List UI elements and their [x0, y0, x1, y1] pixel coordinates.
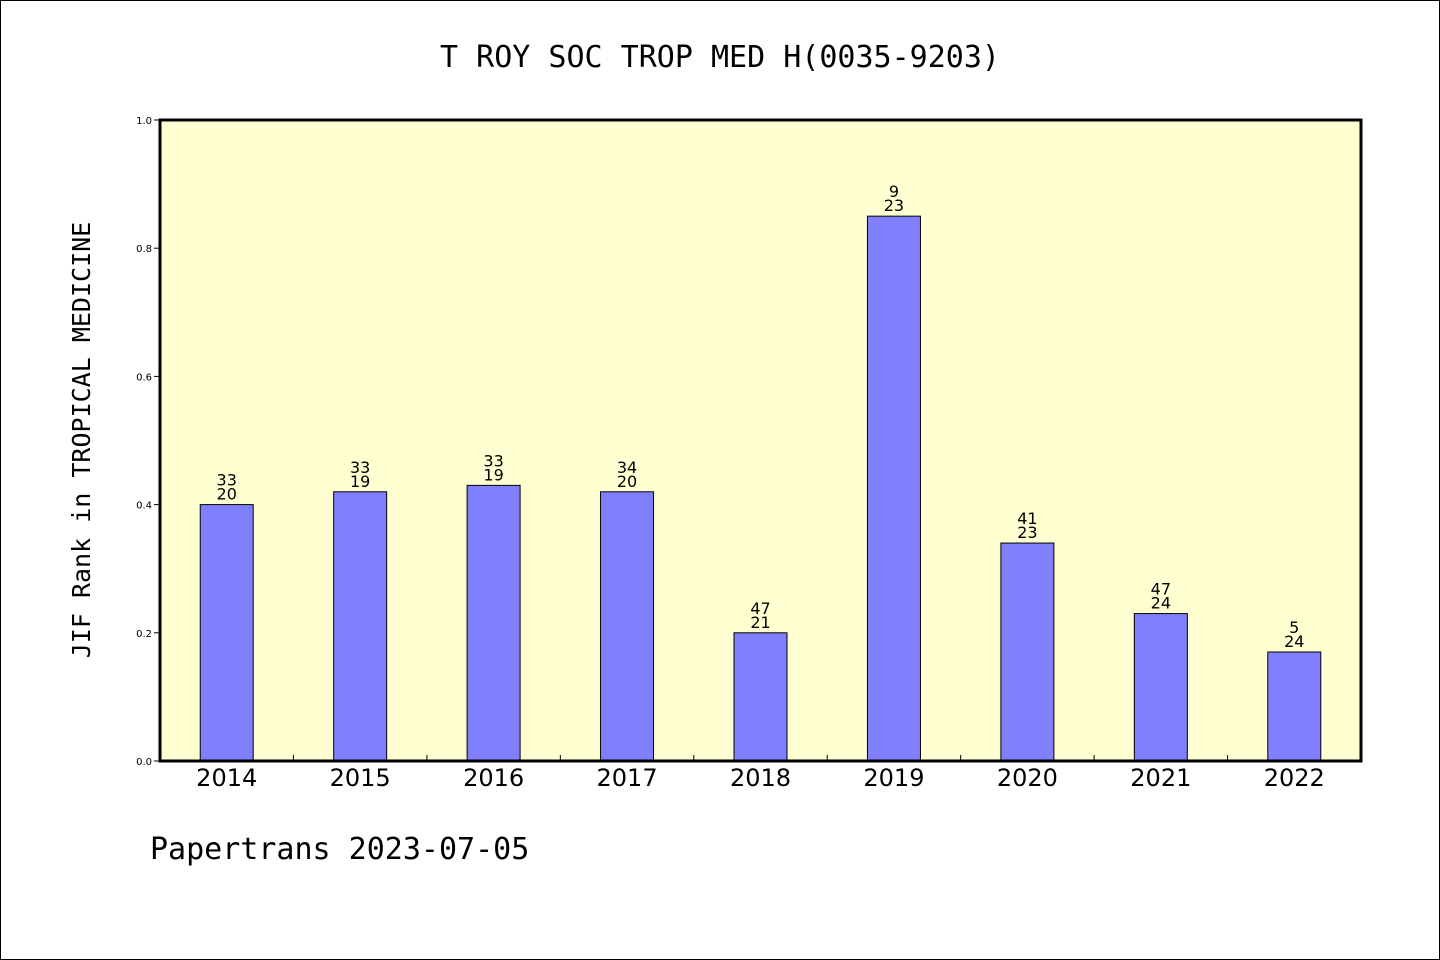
bar	[733, 632, 788, 762]
bar-label-bottom: 24	[1284, 632, 1304, 651]
bar-label-bottom: 24	[1151, 594, 1171, 613]
bar-label-top: 33	[217, 471, 237, 490]
bar	[1133, 613, 1188, 762]
y-axis-ticks: 0.0 0.2 0.4 0.6 0.8 1.0	[136, 116, 160, 768]
plot-border	[158, 118, 1363, 763]
bar-label-top: 5	[1289, 618, 1299, 637]
bar-label-top: 33	[483, 451, 503, 470]
bar	[1267, 651, 1322, 762]
x-tick-label: 2016	[463, 764, 524, 792]
y-tick-label: 0.2	[136, 629, 152, 640]
x-tick-label: 2018	[730, 764, 791, 792]
chart-title: T ROY SOC TROP MED H(0035-9203)	[440, 40, 1000, 75]
footer-text: Papertrans 2023-07-05	[150, 832, 530, 867]
y-tick-label: 0.0	[136, 757, 152, 768]
bar-label-bottom: 20	[217, 485, 237, 504]
x-tick-label: 2019	[863, 764, 924, 792]
bar-label-bottom: 23	[1017, 523, 1037, 542]
bar	[333, 491, 388, 762]
bar-label-bottom: 23	[884, 196, 904, 215]
x-tick-label: 2021	[1130, 764, 1191, 792]
bar	[600, 491, 655, 762]
x-tick-label: 2022	[1264, 764, 1325, 792]
bar-label-top: 33	[350, 458, 370, 477]
x-axis-ticks: 2014 2015 2016 2017 2018 2019 2020 2021 2022	[196, 755, 1325, 792]
bar-label-bottom: 19	[483, 465, 503, 484]
bar	[466, 484, 521, 762]
bar-label-bottom: 19	[350, 472, 370, 491]
x-tick-label: 2014	[196, 764, 257, 792]
bar-label-bottom: 21	[750, 613, 770, 632]
y-axis-label: JIF Rank in TROPICAL MEDICINE	[67, 222, 96, 659]
x-tick-label: 2020	[997, 764, 1058, 792]
bar-label-top: 47	[1151, 580, 1171, 599]
bar-label-bottom: 20	[617, 472, 637, 491]
bar	[866, 215, 921, 762]
x-tick-label: 2017	[597, 764, 658, 792]
x-tick-label: 2015	[330, 764, 391, 792]
y-tick-label: 0.8	[136, 244, 152, 255]
y-tick-label: 0.4	[136, 501, 152, 512]
bar-label-top: 47	[750, 599, 770, 618]
bar	[1000, 542, 1055, 762]
bar-label-top: 34	[617, 458, 637, 477]
bar	[199, 504, 254, 762]
bar-label-top: 9	[889, 182, 899, 201]
bars	[199, 215, 1322, 762]
y-tick-label: 1.0	[136, 116, 152, 127]
y-tick-label: 0.6	[136, 372, 152, 383]
bar-label-top: 41	[1017, 509, 1037, 528]
